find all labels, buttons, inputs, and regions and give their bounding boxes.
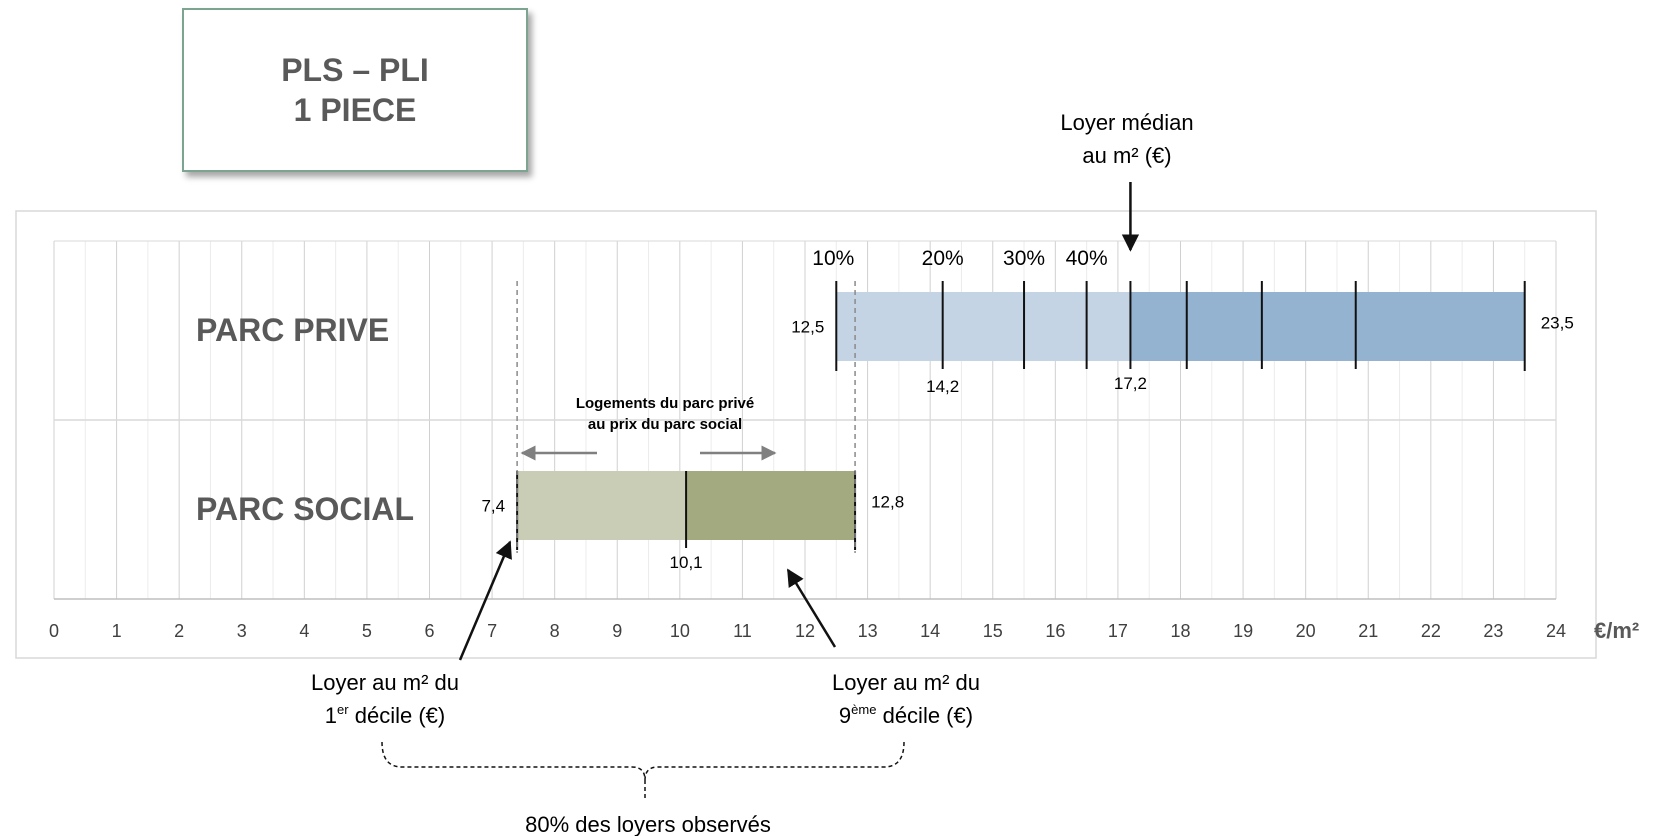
x-tick-label-0: 0 <box>49 621 59 641</box>
percent-label-1: 20% <box>922 247 964 270</box>
bars-layer <box>517 292 1525 540</box>
d9-rest: décile (€) <box>876 703 973 728</box>
bracket-label: 80% des loyers observés <box>525 812 771 836</box>
x-tick-label-17: 17 <box>1108 621 1128 641</box>
overlap-label-line-1: Logements du parc privé <box>576 395 754 412</box>
label-parc-prive-start: 12,5 <box>791 318 824 337</box>
label-parc-prive-median: 17,2 <box>1114 374 1147 393</box>
x-tick-label-1: 1 <box>112 621 122 641</box>
title-line-1: PLS – PLI <box>281 52 429 88</box>
d9-sup: ème <box>851 702 876 717</box>
d1-rest: décile (€) <box>349 703 446 728</box>
overlap-label-line-2: au prix du parc social <box>588 416 742 433</box>
x-tick-label-5: 5 <box>362 621 372 641</box>
x-tick-label-24: 24 <box>1546 621 1566 641</box>
x-tick-label-8: 8 <box>550 621 560 641</box>
d1-num: 1 <box>325 703 337 728</box>
title-line-2: 1 PIECE <box>293 92 417 128</box>
percent-label-0: 10% <box>812 247 854 270</box>
d9-arrow <box>786 568 837 648</box>
d1-arrow <box>458 540 512 661</box>
x-tick-label-14: 14 <box>920 621 940 641</box>
x-tick-label-16: 16 <box>1045 621 1065 641</box>
x-tick-label-22: 22 <box>1421 621 1441 641</box>
x-axis-unit-label: €/m² <box>1594 618 1639 643</box>
x-tick-label-21: 21 <box>1358 621 1378 641</box>
category-label-prive: PARC PRIVE <box>196 312 389 348</box>
x-tick-label-12: 12 <box>795 621 815 641</box>
label-parc-prive-end: 23,5 <box>1541 314 1574 333</box>
d9-label-line-1: Loyer au m² du <box>832 670 980 695</box>
bar-parc-prive-high-segment <box>1130 292 1525 361</box>
x-tick-label-4: 4 <box>299 621 309 641</box>
x-tick-label-15: 15 <box>983 621 1003 641</box>
d9-num: 9 <box>839 703 851 728</box>
x-tick-label-11: 11 <box>733 621 752 641</box>
chart-title-box: PLS – PLI 1 PIECE <box>182 8 528 172</box>
x-tick-label-18: 18 <box>1170 621 1190 641</box>
label-parc-social-start: 7,4 <box>481 497 505 516</box>
chart-frame <box>15 210 1597 659</box>
bar-parc-social-high-segment <box>686 471 856 540</box>
d1-sup: er <box>337 702 349 717</box>
x-tick-label-10: 10 <box>670 621 690 641</box>
percent-label-2: 30% <box>1003 247 1045 270</box>
x-tick-label-2: 2 <box>174 621 184 641</box>
x-tick-label-9: 9 <box>612 621 622 641</box>
median-label-line-1: Loyer médian <box>1060 110 1193 135</box>
bar-parc-social-low-segment <box>517 471 687 540</box>
label-parc-social-end: 12,8 <box>871 493 904 512</box>
d1-label-line-1: Loyer au m² du <box>311 670 459 695</box>
x-tick-labels: 0 1 2 3 4 5 6 7 8 9 10 11 12 13 14 15 16 17 18 19 20 21 22 23 24 <box>49 621 1566 641</box>
bracket-dashed <box>381 741 905 781</box>
x-tick-label-20: 20 <box>1296 621 1316 641</box>
x-tick-label-23: 23 <box>1483 621 1503 641</box>
category-label-social: PARC SOCIAL <box>196 491 414 527</box>
x-tick-label-3: 3 <box>237 621 247 641</box>
d9-label-line-2: 9ème décile (€) <box>839 702 973 728</box>
data-labels-layer: 12,5 23,5 17,2 14,2 7,4 12,8 10,1 10% 20% 30% 40% <box>481 247 1573 572</box>
label-parc-prive-mark-2: 14,2 <box>926 377 959 396</box>
percent-label-3: 40% <box>1066 247 1108 270</box>
x-tick-label-13: 13 <box>858 621 878 641</box>
bar-parc-prive-low-segment <box>836 292 1131 361</box>
x-tick-label-19: 19 <box>1233 621 1253 641</box>
x-tick-label-7: 7 <box>487 621 497 641</box>
median-label-line-2: au m² (€) <box>1082 143 1171 168</box>
label-parc-social-median: 10,1 <box>670 553 703 572</box>
d1-label-line-2: 1er décile (€) <box>325 702 445 728</box>
x-tick-label-6: 6 <box>424 621 434 641</box>
